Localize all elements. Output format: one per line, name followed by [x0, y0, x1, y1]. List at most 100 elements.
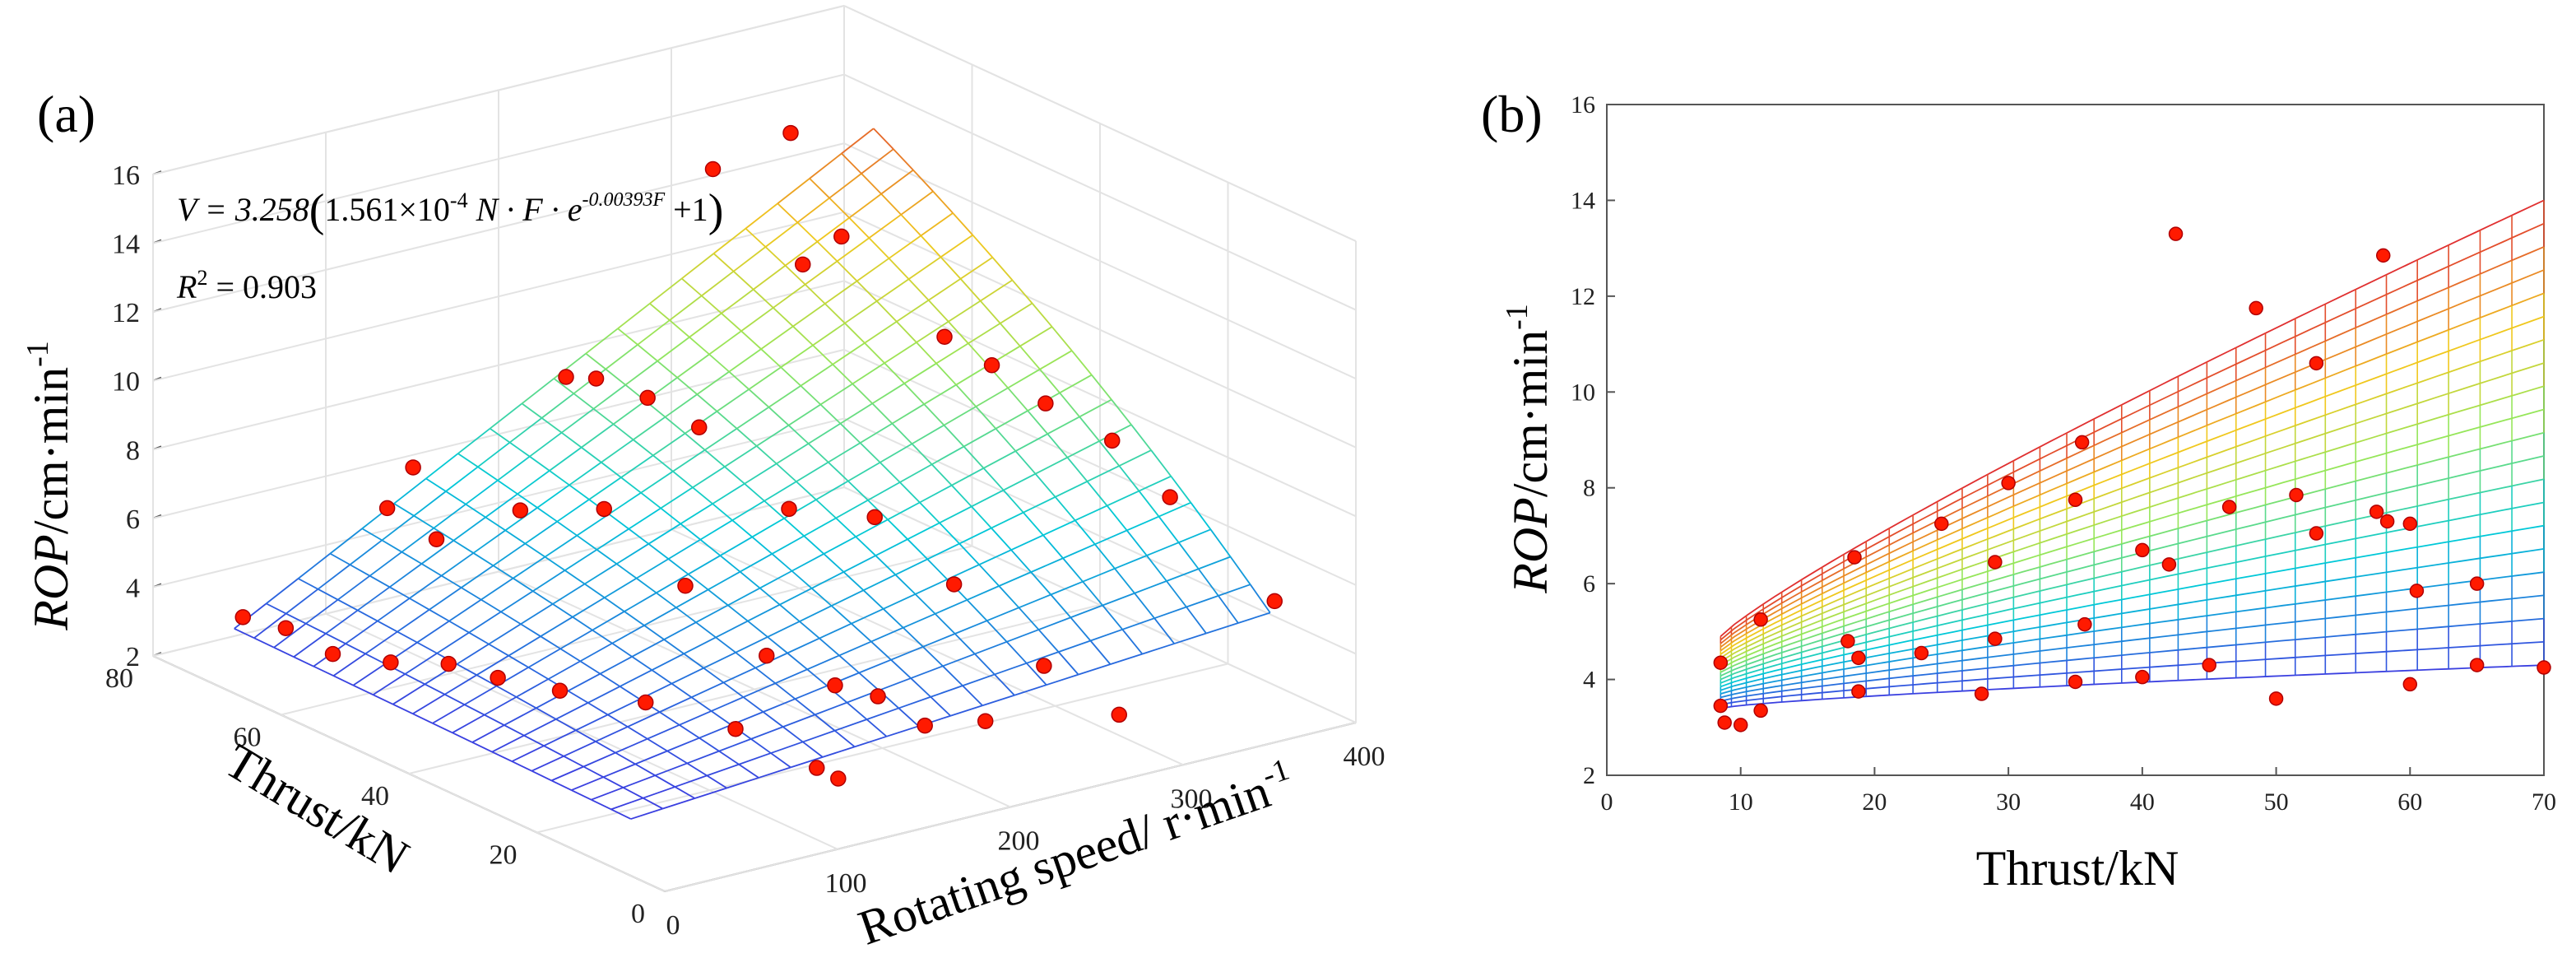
surface-mesh-line [738, 752, 772, 765]
surface-mesh-line [998, 571, 1032, 587]
surface-mesh-line [823, 553, 845, 573]
surface-mesh-line [951, 467, 985, 486]
surface-mesh-line [508, 635, 541, 657]
surface-mesh-line [404, 673, 425, 686]
surface-mesh-line [1158, 516, 1180, 543]
surface-mesh-line [1106, 505, 1128, 532]
surface-mesh-line [500, 590, 534, 613]
data-point [2221, 500, 2237, 514]
surface-mesh-line [657, 360, 678, 379]
surface-mesh-line [968, 323, 1001, 344]
surface-mesh-line [266, 602, 287, 615]
panel-a-gridlines [152, 5, 1357, 892]
surface-mesh-line [685, 432, 706, 451]
surface-mesh-line [955, 365, 989, 386]
x-tick-label: 0 [1601, 788, 1613, 816]
surface-mesh-line [844, 300, 878, 324]
r-squared-symbol: R [176, 268, 197, 305]
data-point [691, 419, 708, 435]
y-tick-label: 8 [1583, 475, 1595, 502]
surface-mesh-line [631, 656, 652, 671]
surface-mesh-line [911, 443, 933, 465]
surface-mesh-line [1198, 556, 1231, 570]
surface-mesh-line [931, 445, 964, 466]
surface-mesh-line [592, 407, 615, 426]
surface-mesh-line [736, 406, 769, 430]
surface-mesh-line [485, 516, 506, 532]
surface-mesh-line [842, 571, 865, 591]
surface-mesh-line [318, 588, 339, 601]
surface-mesh-line [776, 463, 797, 482]
surface-mesh-line [848, 217, 870, 239]
surface-mesh-line [841, 128, 875, 155]
floor-gridline [281, 545, 972, 716]
surface-mesh-line [1014, 684, 1047, 696]
surface-mesh-line [633, 439, 654, 457]
surface-mesh-line [587, 702, 609, 716]
surface-mesh-line [1037, 629, 1060, 653]
surface-mesh-line [532, 570, 566, 592]
surface-mesh-line [1066, 457, 1088, 482]
surface-mesh-line [764, 481, 797, 502]
surface-mesh-line [890, 646, 924, 661]
surface-level-line [1720, 594, 2545, 699]
surface-mesh-line [828, 197, 850, 219]
data-point [1847, 550, 1862, 565]
surface-mesh-line [1026, 663, 1047, 686]
surface-mesh-line [995, 428, 1017, 452]
floor-gridline [664, 722, 1357, 892]
surface-mesh-line [942, 665, 963, 686]
surface-mesh-line [610, 808, 632, 820]
surface-mesh-line [674, 786, 695, 799]
surface-mesh-line [608, 513, 629, 530]
equation-variables: N · F · e [468, 191, 583, 228]
surface-mesh-line [900, 214, 921, 237]
surface-mesh-line [799, 621, 820, 639]
surface-mesh-line [660, 486, 694, 509]
surface-mesh-line [392, 683, 425, 705]
surface-mesh-line [1089, 639, 1112, 665]
surface-mesh-line [643, 786, 675, 799]
surface-mesh-line [672, 449, 706, 472]
surface-mesh-line [824, 303, 846, 324]
surface-mesh-line [441, 574, 462, 588]
surface-mesh-line [585, 352, 606, 370]
data-point [2369, 505, 2384, 519]
surface-mesh-line [412, 713, 434, 724]
surface-mesh-line [651, 669, 672, 685]
surface-mesh-line [695, 604, 729, 623]
surface-mesh-line [787, 652, 808, 671]
surface-mesh-line [601, 439, 634, 463]
surface-mesh-line [880, 462, 901, 483]
surface-mesh-line [1121, 629, 1144, 655]
surface-mesh-line [896, 321, 917, 343]
surface-mesh-line [461, 587, 482, 601]
surface-mesh-line [397, 609, 430, 633]
surface-mesh-line [285, 612, 307, 625]
data-point [2068, 492, 2083, 508]
surface-mesh-line [980, 279, 1013, 302]
surface-mesh-line [675, 588, 709, 608]
surface-mesh-line [377, 620, 398, 633]
surface-mesh-line [832, 364, 853, 384]
surface-mesh-line [654, 762, 688, 777]
surface-mesh-line [624, 592, 657, 612]
surface-mesh-line [579, 642, 613, 663]
surface-mesh-line [887, 501, 921, 521]
surface-mesh-line [663, 621, 697, 640]
data-point [1851, 650, 1866, 666]
surface-mesh-line [708, 588, 729, 607]
surface-mesh-line [1218, 584, 1251, 597]
b-y-label-rest: /cm·min [1503, 330, 1557, 497]
surface-mesh-line [748, 388, 770, 408]
surface-mesh-line [561, 407, 594, 434]
surface-mesh-line [764, 246, 787, 267]
surface-mesh-line [1186, 594, 1219, 608]
surface-mesh-line [899, 481, 921, 504]
surface-mesh-line [599, 656, 633, 675]
surface-mesh-line [425, 453, 459, 480]
surface-mesh-line [464, 704, 485, 716]
surface-mesh-line [604, 577, 638, 598]
surface-mesh-line [982, 467, 1005, 491]
surface-mesh-line [991, 511, 1024, 529]
